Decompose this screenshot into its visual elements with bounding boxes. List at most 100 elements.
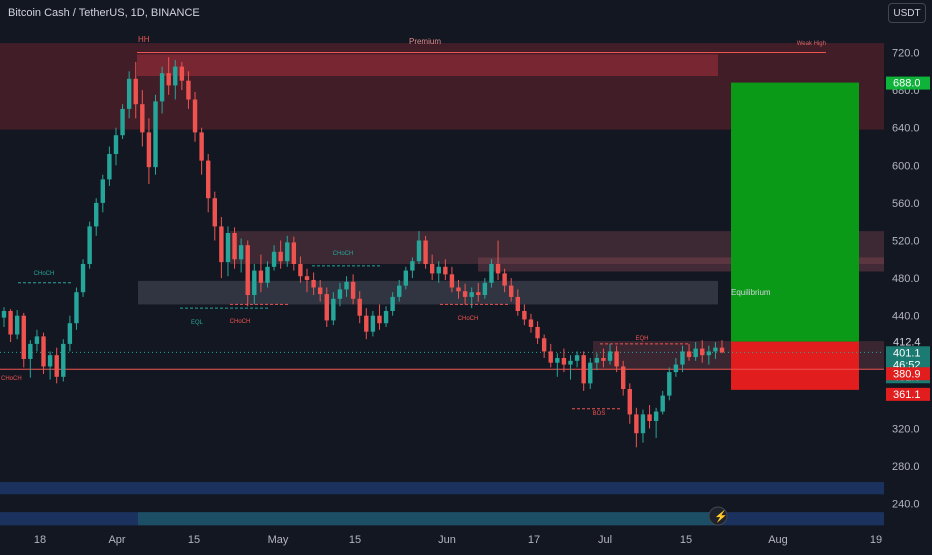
candle	[383, 311, 389, 324]
candle	[423, 240, 428, 264]
candle	[693, 348, 698, 358]
candle	[713, 347, 718, 352]
candle	[660, 395, 665, 412]
candle	[80, 264, 86, 293]
candle	[561, 358, 567, 365]
candle	[528, 319, 534, 327]
lightning-glyph: ⚡	[714, 510, 728, 523]
candle	[700, 348, 705, 356]
candle	[640, 414, 646, 434]
y-tick-label: 320.0	[892, 424, 920, 436]
candle	[74, 292, 79, 324]
candle	[601, 358, 606, 361]
price-label: 412.4	[893, 337, 921, 349]
annotation-label: CHoCH	[458, 316, 479, 322]
y-tick-label: 480.0	[892, 273, 920, 285]
candle	[357, 298, 362, 316]
candle	[252, 270, 257, 296]
price-label-bg	[886, 335, 930, 349]
x-tick-label: Aug	[768, 534, 788, 546]
candle	[324, 294, 329, 321]
candle	[317, 287, 323, 295]
discount-box	[138, 512, 718, 526]
candle	[113, 135, 119, 155]
candle	[21, 315, 26, 359]
y-tick-label: 520.0	[892, 236, 920, 248]
candle	[285, 242, 290, 262]
candle	[390, 296, 395, 311]
y-tick-label: 280.0	[892, 461, 920, 473]
price-label: 688.0	[893, 78, 921, 90]
candle	[8, 311, 13, 335]
candle	[462, 291, 468, 297]
candle	[436, 266, 441, 274]
candle	[686, 351, 692, 358]
candle	[291, 242, 297, 264]
candle	[574, 355, 580, 361]
candle	[594, 358, 600, 363]
candle	[627, 389, 632, 415]
candle	[429, 264, 435, 274]
candle	[568, 360, 573, 365]
currency-button[interactable]: USDT	[888, 3, 926, 23]
candle	[673, 364, 679, 373]
candle	[522, 311, 527, 320]
candle	[67, 323, 73, 344]
target-box	[731, 82, 859, 342]
candle	[166, 73, 171, 86]
premium-box	[137, 54, 718, 76]
candle	[271, 251, 277, 267]
annotation-label: Equilibrium	[731, 288, 771, 297]
x-tick-label: 15	[188, 534, 200, 546]
candle	[719, 347, 725, 353]
candle	[607, 351, 613, 361]
y-tick-label: 720.0	[892, 48, 920, 60]
candle	[107, 154, 112, 180]
candle	[1, 311, 7, 318]
candle	[61, 343, 66, 377]
candle	[311, 279, 316, 288]
candle	[476, 292, 481, 296]
candle	[278, 251, 283, 262]
x-tick-label: 15	[680, 534, 692, 546]
candle	[647, 414, 652, 421]
candle	[456, 287, 461, 292]
candle	[667, 372, 672, 396]
candle	[337, 289, 343, 299]
price-label: 401.1	[893, 347, 921, 359]
x-tick-label: 15	[349, 534, 361, 546]
candle	[535, 326, 540, 339]
candle	[515, 296, 520, 311]
discount-zone	[0, 482, 884, 495]
x-tick-label: Apr	[108, 534, 125, 546]
candle	[634, 414, 639, 434]
y-tick-label: 560.0	[892, 198, 920, 210]
price-label-bg	[886, 387, 930, 401]
y-tick-label: 640.0	[892, 123, 920, 135]
candle	[126, 78, 132, 109]
candle	[54, 355, 59, 377]
candle	[87, 226, 92, 264]
candle	[502, 273, 507, 286]
candle	[14, 315, 20, 335]
annotation-label: EQL	[191, 320, 204, 326]
candle	[495, 264, 501, 274]
price-label-bg	[886, 367, 930, 381]
candle	[206, 160, 211, 199]
candle	[331, 298, 336, 321]
candle	[140, 104, 145, 133]
x-tick-label: 18	[34, 534, 46, 546]
candle	[159, 73, 165, 102]
x-tick-label: Jul	[598, 534, 612, 546]
annotation-label: EQH	[635, 336, 648, 342]
x-tick-label: 19	[870, 534, 882, 546]
candle	[120, 108, 125, 136]
candle	[416, 240, 422, 262]
candle	[265, 266, 270, 283]
candle	[449, 274, 455, 288]
candle	[245, 245, 250, 296]
candle	[581, 355, 586, 384]
candle	[146, 132, 152, 168]
